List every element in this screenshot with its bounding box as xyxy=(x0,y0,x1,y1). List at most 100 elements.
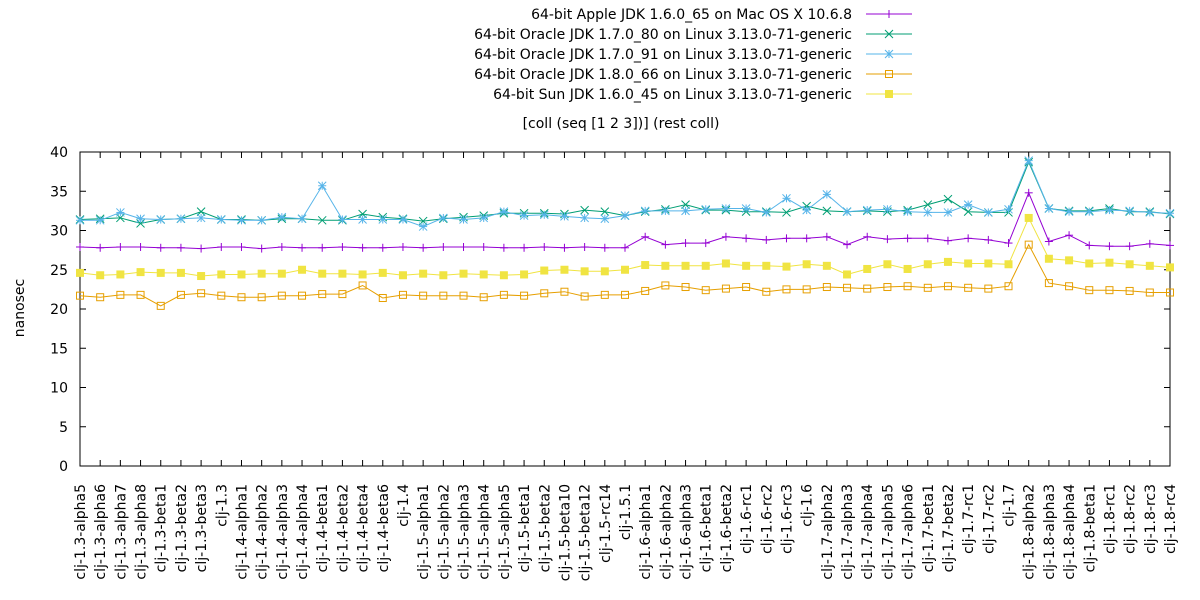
data-point xyxy=(1085,259,1094,268)
data-point xyxy=(338,215,347,224)
y-tick-label: 25 xyxy=(50,263,68,279)
data-point xyxy=(681,239,690,248)
data-point xyxy=(398,242,407,251)
data-point xyxy=(600,290,609,299)
data-point xyxy=(318,243,327,252)
data-point xyxy=(277,242,286,251)
data-point xyxy=(782,208,791,217)
data-point xyxy=(318,290,327,299)
x-tick-label: clj-1.5-rc14 xyxy=(598,484,614,563)
data-point xyxy=(883,260,892,269)
chart-title: [coll (seq [1 2 3])] (rest coll) xyxy=(523,116,720,132)
x-tick-label: clj-1.6-rc2 xyxy=(759,484,775,554)
data-point xyxy=(216,215,226,224)
data-point xyxy=(237,215,246,225)
data-point xyxy=(903,234,912,243)
x-tick-label: clj-1.8-rc4 xyxy=(1163,484,1179,554)
data-point xyxy=(257,215,267,225)
x-tick-label: clj-1.5-alpha4 xyxy=(477,484,493,580)
x-tick-label: clj-1.6-alpha2 xyxy=(658,484,674,580)
data-point xyxy=(621,290,629,299)
data-point xyxy=(398,271,407,280)
data-point xyxy=(742,261,751,270)
data-point xyxy=(318,269,327,278)
data-point xyxy=(883,235,892,244)
x-tick-label: clj-1.6 xyxy=(800,484,816,527)
x-tick-label: clj-1.5-alpha5 xyxy=(497,484,513,580)
data-point xyxy=(1105,242,1114,251)
x-tick-label: clj-1.4-alpha1 xyxy=(234,484,250,580)
data-point xyxy=(197,272,206,281)
data-point xyxy=(1125,242,1134,251)
data-point xyxy=(843,240,852,249)
data-point xyxy=(701,239,710,248)
series-1 xyxy=(76,188,1174,253)
data-point xyxy=(499,243,508,252)
data-point xyxy=(398,290,407,299)
data-point xyxy=(641,286,650,295)
data-point xyxy=(520,270,529,279)
x-tick-label: clj-1.8-rc2 xyxy=(1123,484,1139,554)
data-point xyxy=(721,259,730,268)
data-point xyxy=(1105,205,1114,215)
data-point xyxy=(499,207,509,217)
y-tick-label: 30 xyxy=(50,224,68,240)
data-point xyxy=(176,268,185,277)
data-point xyxy=(479,293,488,302)
data-point xyxy=(782,193,791,203)
data-point xyxy=(964,234,973,243)
x-tick-label: clj-1.6-rc3 xyxy=(779,484,795,554)
data-point xyxy=(1166,263,1174,272)
data-point xyxy=(641,261,650,270)
x-tick-label: clj-1.7-alpha2 xyxy=(820,484,836,580)
y-axis: 0 5 10 15 20 25 30 35 40 xyxy=(50,145,1170,475)
data-point xyxy=(438,213,448,223)
data-point xyxy=(721,232,730,241)
data-point xyxy=(964,283,973,292)
data-point xyxy=(1085,241,1094,250)
x-tick-label: clj-1.8-rc3 xyxy=(1143,484,1159,554)
data-point xyxy=(136,290,145,299)
legend-marker xyxy=(884,29,894,39)
y-tick-label: 10 xyxy=(50,381,68,397)
data-point xyxy=(96,271,105,280)
data-point xyxy=(843,283,852,292)
x-tick-label: clj-1.3-alpha8 xyxy=(134,484,150,580)
data-point xyxy=(620,211,630,220)
data-point xyxy=(479,242,488,251)
data-point xyxy=(358,281,367,290)
data-point xyxy=(701,204,711,214)
data-point xyxy=(136,242,145,251)
series-5 xyxy=(76,213,1174,281)
y-tick-label: 40 xyxy=(50,145,68,161)
data-point xyxy=(1145,288,1154,297)
data-point xyxy=(963,200,973,209)
data-point xyxy=(237,242,246,251)
x-tick-label: clj-1.6-alpha1 xyxy=(638,484,654,580)
data-point xyxy=(1125,206,1134,216)
data-point xyxy=(499,290,508,299)
x-tick-label: clj-1.6-alpha3 xyxy=(679,484,695,580)
data-point xyxy=(661,261,670,270)
data-point xyxy=(903,207,912,217)
x-tick-label: clj-1.5-alpha2 xyxy=(436,484,452,580)
data-point xyxy=(378,215,388,224)
data-point xyxy=(459,291,468,300)
data-point xyxy=(1004,239,1013,248)
data-point xyxy=(75,215,85,225)
data-point xyxy=(338,269,347,278)
data-point xyxy=(721,204,731,213)
data-point xyxy=(378,294,387,303)
data-point xyxy=(378,243,387,252)
x-axis: clj-1.3-alpha5 clj-1.3-alpha6 clj-1.3-alph… xyxy=(73,152,1179,581)
data-point xyxy=(701,286,710,295)
data-point xyxy=(277,212,287,222)
data-point xyxy=(459,269,468,278)
data-point xyxy=(580,267,589,276)
x-tick-label: clj-1.8-alpha3 xyxy=(1042,484,1058,580)
data-point xyxy=(762,235,771,244)
x-tick-label: clj-1.8-rc1 xyxy=(1102,484,1118,554)
data-point xyxy=(96,293,105,302)
data-point xyxy=(1065,256,1074,265)
